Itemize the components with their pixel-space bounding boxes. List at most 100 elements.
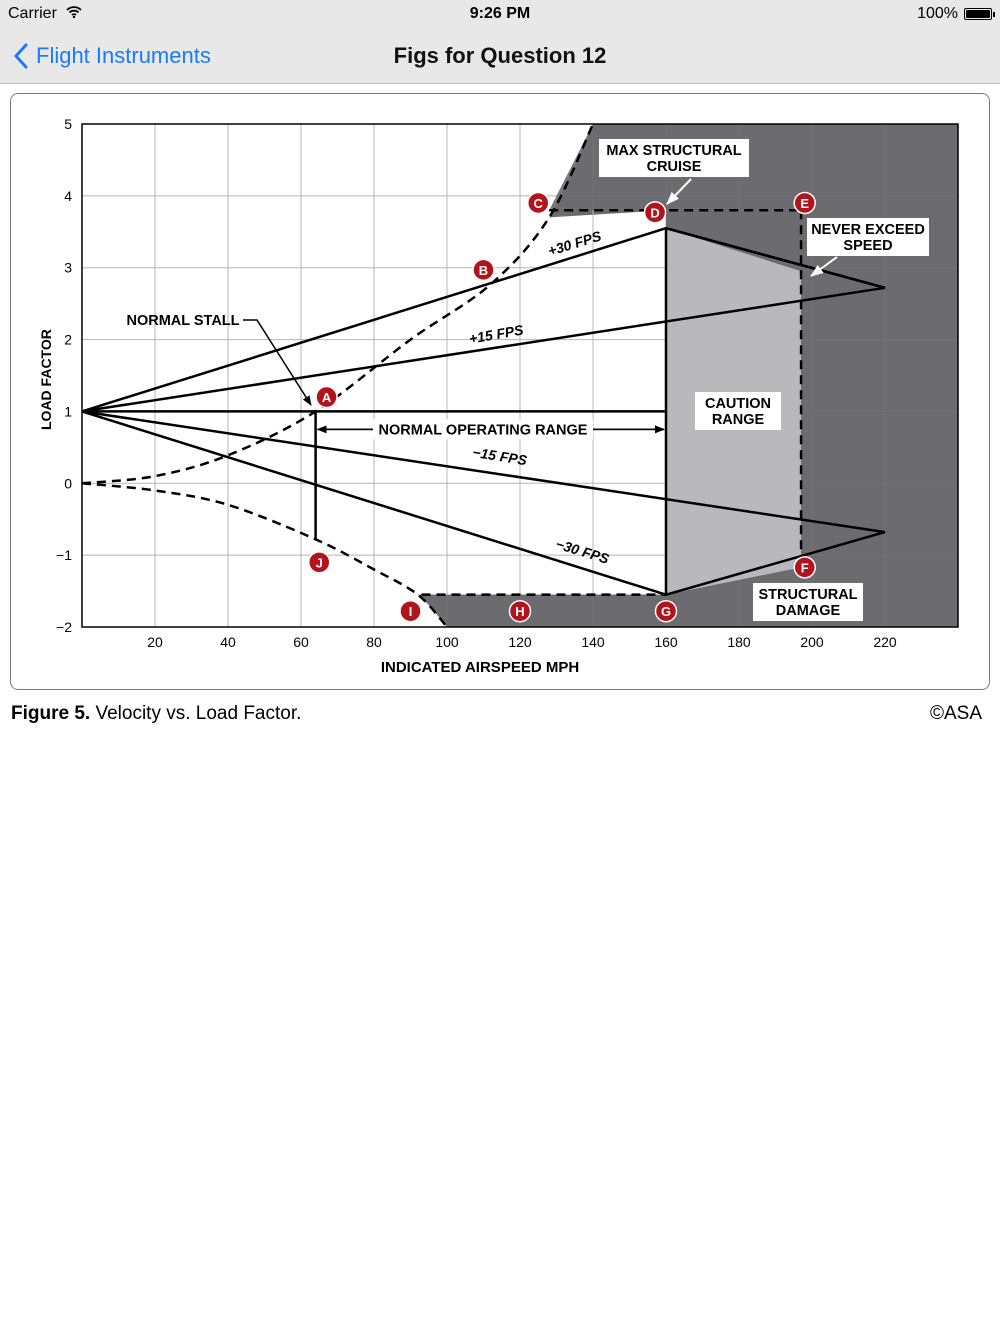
point-label: J xyxy=(316,555,323,570)
never-exceed-leader xyxy=(810,256,838,277)
x-tick-label: 220 xyxy=(873,634,897,650)
point-label: D xyxy=(650,205,659,220)
x-tick-label: 200 xyxy=(800,634,824,650)
max-structural-cruise-leader xyxy=(666,178,692,205)
point-marker-circle xyxy=(793,191,816,215)
point-c: C xyxy=(527,191,550,215)
plot-frame xyxy=(81,123,959,628)
point-a: A xyxy=(315,385,338,409)
never-exceed-speed-label-box xyxy=(807,218,929,256)
point-label: C xyxy=(534,196,544,211)
carrier-label: Carrier xyxy=(8,5,57,22)
normal-operating-range-label: NORMAL OPERATING RANGE xyxy=(379,422,588,438)
never-exceed-speed-label-text: SPEED xyxy=(843,238,892,254)
point-label: F xyxy=(801,560,809,575)
positive-stall-curve xyxy=(81,123,595,485)
axis-ticks: 20 40 60 80 100 120 140 160 180 200 220 5 4 3 2 1 0 −1 −2 xyxy=(56,116,897,650)
x-tick-label: 140 xyxy=(581,634,605,650)
battery-percentage: 100% xyxy=(917,5,958,22)
gust-line-2 xyxy=(81,410,886,534)
point-d: D xyxy=(643,201,667,224)
y-tick-label: 5 xyxy=(64,116,72,132)
page-title: Figs for Question 12 xyxy=(393,43,607,68)
x-tick-label: 100 xyxy=(435,634,459,650)
back-button[interactable]: Flight Instruments xyxy=(14,40,211,72)
x-tick-label: 40 xyxy=(220,634,236,650)
limit-lines xyxy=(81,123,803,628)
point-marker-circle xyxy=(399,599,422,623)
point-e: E xyxy=(793,191,816,215)
point-f: F xyxy=(793,556,816,579)
back-button-label: Flight Instruments xyxy=(36,43,211,68)
figure-label: Figure 5. xyxy=(11,703,91,724)
structural-damage-label-box xyxy=(753,583,863,621)
point-label: G xyxy=(661,604,671,619)
y-tick-label: −2 xyxy=(56,619,72,635)
x-tick-label: 160 xyxy=(654,634,678,650)
copyright-label: ©ASA xyxy=(929,703,982,724)
point-marker-circle xyxy=(315,385,338,409)
navigation-bar: Flight Instruments Figs for Question 12 xyxy=(0,28,1000,84)
point-label: I xyxy=(409,604,413,619)
normal-operating-range-bg xyxy=(373,419,593,440)
point-j: J xyxy=(308,551,331,574)
stall-region-upper xyxy=(82,124,593,484)
y-tick-label: −1 xyxy=(56,547,72,563)
gust-envelope-upper xyxy=(665,226,886,290)
point-marker-circle xyxy=(508,599,532,623)
point-label: H xyxy=(515,604,524,619)
structural-damage-label-text: DAMAGE xyxy=(776,603,841,619)
status-time: 9:26 PM xyxy=(469,5,531,22)
point-marker-circle xyxy=(793,556,816,579)
point-markers: A B C D E F G H I J xyxy=(308,191,816,623)
max-structural-cruise-label-box xyxy=(599,139,749,177)
y-tick-label: 0 xyxy=(64,475,72,491)
battery-icon xyxy=(964,8,995,20)
caution-range-label-text: RANGE xyxy=(712,412,765,428)
chevron-left-icon xyxy=(14,43,28,69)
caution-range-label-text: CAUTION xyxy=(705,396,771,412)
point-i: I xyxy=(399,599,422,623)
point-marker-circle xyxy=(654,599,678,623)
figure-caption: Figure 5. Velocity vs. Load Factor. xyxy=(11,703,301,725)
y-tick-label: 3 xyxy=(64,260,72,276)
x-tick-label: 60 xyxy=(293,634,309,650)
point-label: E xyxy=(800,196,809,211)
figure-caption-text: Velocity vs. Load Factor. xyxy=(95,703,302,724)
point-marker-circle xyxy=(472,258,495,282)
max-structural-cruise-label-text: CRUISE xyxy=(647,159,702,175)
point-marker-circle xyxy=(527,191,550,215)
x-tick-label: 120 xyxy=(508,634,532,650)
point-g: G xyxy=(654,599,678,623)
y-tick-label: 1 xyxy=(64,403,72,419)
never-exceed-speed-label-text: NEVER EXCEED xyxy=(811,222,925,238)
y-tick-label: 4 xyxy=(64,188,72,204)
caution-range-label-box xyxy=(695,392,781,430)
vg-diagram: 20 40 60 80 100 120 140 160 180 200 220 5 4 3 2 1 0 −1 −2 I… xyxy=(38,116,959,676)
never-exceed-region xyxy=(801,210,958,627)
x-tick-label: 20 xyxy=(147,634,163,650)
normal-stall-label: NORMAL STALL xyxy=(126,313,239,329)
max-structural-cruise-label-text: MAX STRUCTURAL xyxy=(606,143,741,159)
figure-frame: 20 40 60 80 100 120 140 160 180 200 220 5 4 3 2 1 0 −1 −2 I… xyxy=(10,93,990,690)
point-label: A xyxy=(322,390,332,405)
y-tick-label: 2 xyxy=(64,332,72,348)
structural-damage-label-text: STRUCTURAL xyxy=(758,587,857,603)
point-h: H xyxy=(508,599,532,623)
status-bar: Carrier 9:26 PM 100% xyxy=(0,0,1000,28)
point-marker-circle xyxy=(308,551,331,574)
gust-line-1 xyxy=(81,286,886,413)
point-label: B xyxy=(479,263,488,278)
point-marker-circle xyxy=(643,201,667,224)
x-axis-title: INDICATED AIRSPEED MPH xyxy=(381,659,579,676)
x-tick-label: 80 xyxy=(366,634,382,650)
y-axis-title: LOAD FACTOR xyxy=(38,329,54,430)
wifi-icon xyxy=(66,6,82,18)
x-tick-label: 180 xyxy=(727,634,751,650)
point-b: B xyxy=(472,258,495,282)
normal-stall-leader xyxy=(243,319,312,406)
